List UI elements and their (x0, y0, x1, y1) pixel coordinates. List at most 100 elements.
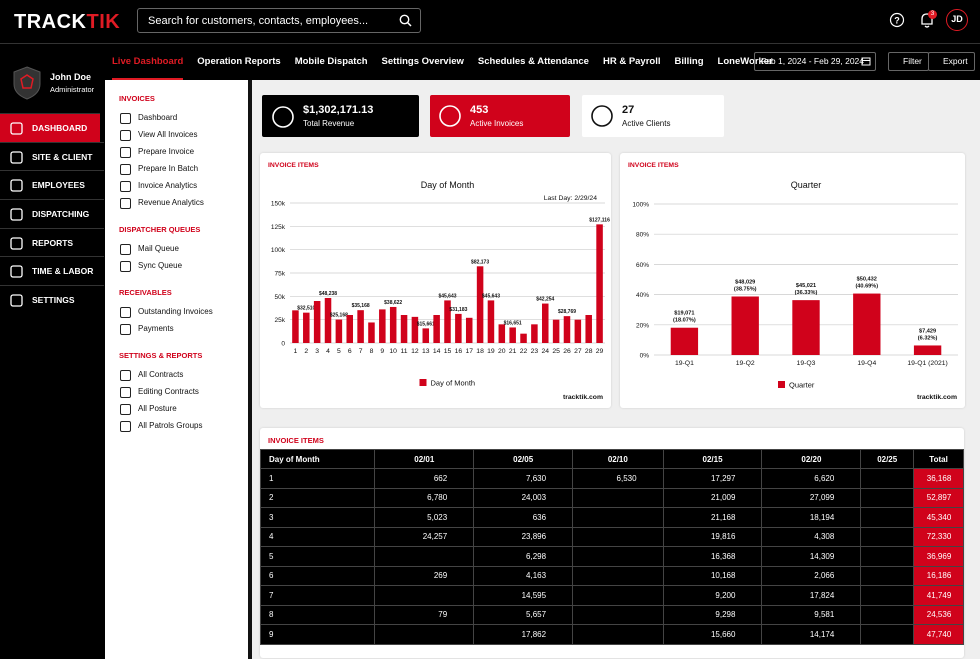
data-label: $127,116 (589, 217, 610, 223)
y-tick-label: 50k (275, 294, 286, 301)
chart-credit: tracktik.com (563, 394, 603, 401)
export-button[interactable]: Export (928, 52, 975, 71)
top-bar: TRACKTIK Search for customers, contacts,… (0, 0, 980, 44)
tab[interactable]: Schedules & Attendance (477, 56, 589, 67)
bar (509, 327, 516, 343)
help-icon[interactable]: ? (889, 12, 905, 28)
menu-item[interactable]: TIME & LABOR (0, 256, 104, 285)
table-row: 7 14,595 9,200 17,824 41,749 (259, 585, 964, 606)
data-label: $31,183 (449, 307, 467, 313)
tab[interactable]: Mobile Dispatch (294, 56, 368, 67)
menu-item[interactable]: SITE & CLIENT (0, 141, 104, 171)
menu-item[interactable]: DASHBOARD (0, 113, 100, 142)
table-cell (572, 624, 664, 645)
date-range-text: Feb 1, 2024 - Feb 29, 2024 (761, 56, 865, 66)
table-cell (572, 585, 664, 606)
submenu-item[interactable]: Outstanding Invoices (105, 303, 248, 320)
data-label: $32,510 (297, 306, 315, 312)
submenu-item[interactable]: All Patrols Groups (105, 417, 248, 434)
submenu-item[interactable]: Payments (105, 320, 248, 337)
x-tick-label: 28 (585, 348, 593, 355)
table-cell: 47,740 (913, 624, 964, 645)
x-tick-label: 2 (304, 348, 308, 355)
menu-label: REPORTS (32, 237, 74, 248)
tab[interactable]: HR & Payroll (602, 56, 661, 67)
menu-item[interactable]: REPORTS (0, 227, 104, 257)
submenu-item[interactable]: All Posture (105, 400, 248, 417)
table-cell (860, 565, 915, 586)
bar (324, 297, 332, 343)
table-card: INVOICE ITEMS Day of Month 02/01 02/05 02/1… (259, 428, 964, 658)
submenu-item[interactable]: View All Invoices (105, 126, 248, 143)
kpi-value: $1,302,171.13 (303, 104, 374, 116)
icon-shape (10, 208, 23, 221)
kpi-icon (439, 105, 461, 127)
table-cell: 79 (374, 604, 475, 625)
data-label: $28,769 (558, 309, 576, 315)
table-cell (572, 487, 664, 508)
date-range[interactable]: Feb 1, 2024 - Feb 29, 2024 (754, 52, 876, 71)
x-tick-label: 3 (315, 348, 319, 355)
bar (335, 319, 343, 343)
submenu-heading: DISPATCHER QUEUES (119, 225, 201, 234)
menu-item[interactable]: EMPLOYEES (0, 170, 104, 199)
submenu-item[interactable]: Revenue Analytics (105, 194, 248, 211)
menu-item[interactable]: SETTINGS (0, 285, 104, 314)
data-label: $25,168 (330, 313, 348, 319)
logo-accent: TIK (86, 11, 121, 33)
table-cell: 662 (374, 468, 475, 489)
menu-item[interactable]: DISPATCHING (0, 199, 104, 228)
bar (563, 316, 571, 343)
search-box[interactable]: Search for customers, contacts, employee… (137, 8, 421, 33)
x-tick-label: 19-Q1 (2021) (907, 360, 947, 367)
filter-button[interactable]: Filter (888, 52, 929, 71)
menu-label: EMPLOYEES (32, 180, 85, 191)
table-cell: 16,186 (913, 565, 964, 586)
tab[interactable]: Settings Overview (381, 56, 464, 67)
table-cell: 6,780 (374, 487, 475, 508)
table-cell: 17,862 (473, 624, 574, 645)
table-cell (860, 526, 915, 547)
avatar[interactable]: JD (946, 9, 968, 31)
bar (379, 309, 386, 343)
submenu-item[interactable]: Prepare In Batch (105, 160, 248, 177)
x-tick-label: 18 (476, 348, 484, 355)
table-cell: 3 (259, 507, 376, 528)
submenu-item[interactable]: Invoice Analytics (105, 177, 248, 194)
bar (411, 316, 419, 343)
menu-label: SETTINGS (32, 294, 75, 305)
menu-label: DISPATCHING (32, 208, 90, 219)
tab[interactable]: Billing (674, 56, 704, 67)
x-tick-label: 6 (348, 348, 352, 355)
x-tick-label: 10 (389, 348, 397, 355)
submenu-item[interactable]: All Contracts (105, 366, 248, 383)
table-cell: 24,536 (913, 604, 964, 625)
bar (422, 328, 430, 343)
table-cell: 14,309 (761, 546, 862, 567)
data-label: $7,429 (919, 328, 936, 334)
tab[interactable]: Live Dashboard (112, 44, 184, 80)
submenu-item[interactable]: Dashboard (105, 109, 248, 126)
bar (574, 319, 582, 343)
table-row: 6 269 4,163 10,168 2,066 16,186 (259, 565, 964, 586)
kpi-icon (591, 105, 613, 127)
table-cell: 6,530 (572, 468, 664, 489)
table-cell: 45,340 (913, 507, 964, 528)
table-cell: 5 (259, 546, 376, 567)
menu-label: SITE & CLIENT (32, 151, 93, 162)
tab[interactable]: LoneWorker (717, 56, 773, 67)
data-label: $38,622 (384, 300, 402, 306)
tab[interactable]: Operation Reports (197, 56, 281, 67)
submenu-item[interactable]: Editing Contracts (105, 383, 248, 400)
bar (542, 303, 549, 343)
chart-credit: tracktik.com (917, 394, 957, 401)
logo[interactable]: TRACKTIK (14, 11, 120, 34)
submenu-item[interactable]: Mail Queue (105, 240, 248, 257)
kpi-text: 453 Active Invoices (470, 104, 523, 128)
user-shield (13, 66, 41, 100)
submenu-item[interactable]: Sync Queue (105, 257, 248, 274)
bar (455, 313, 462, 343)
column-header: 02/15 (662, 449, 763, 469)
submenu-item[interactable]: Prepare Invoice (105, 143, 248, 160)
x-tick-label: 17 (465, 348, 473, 355)
